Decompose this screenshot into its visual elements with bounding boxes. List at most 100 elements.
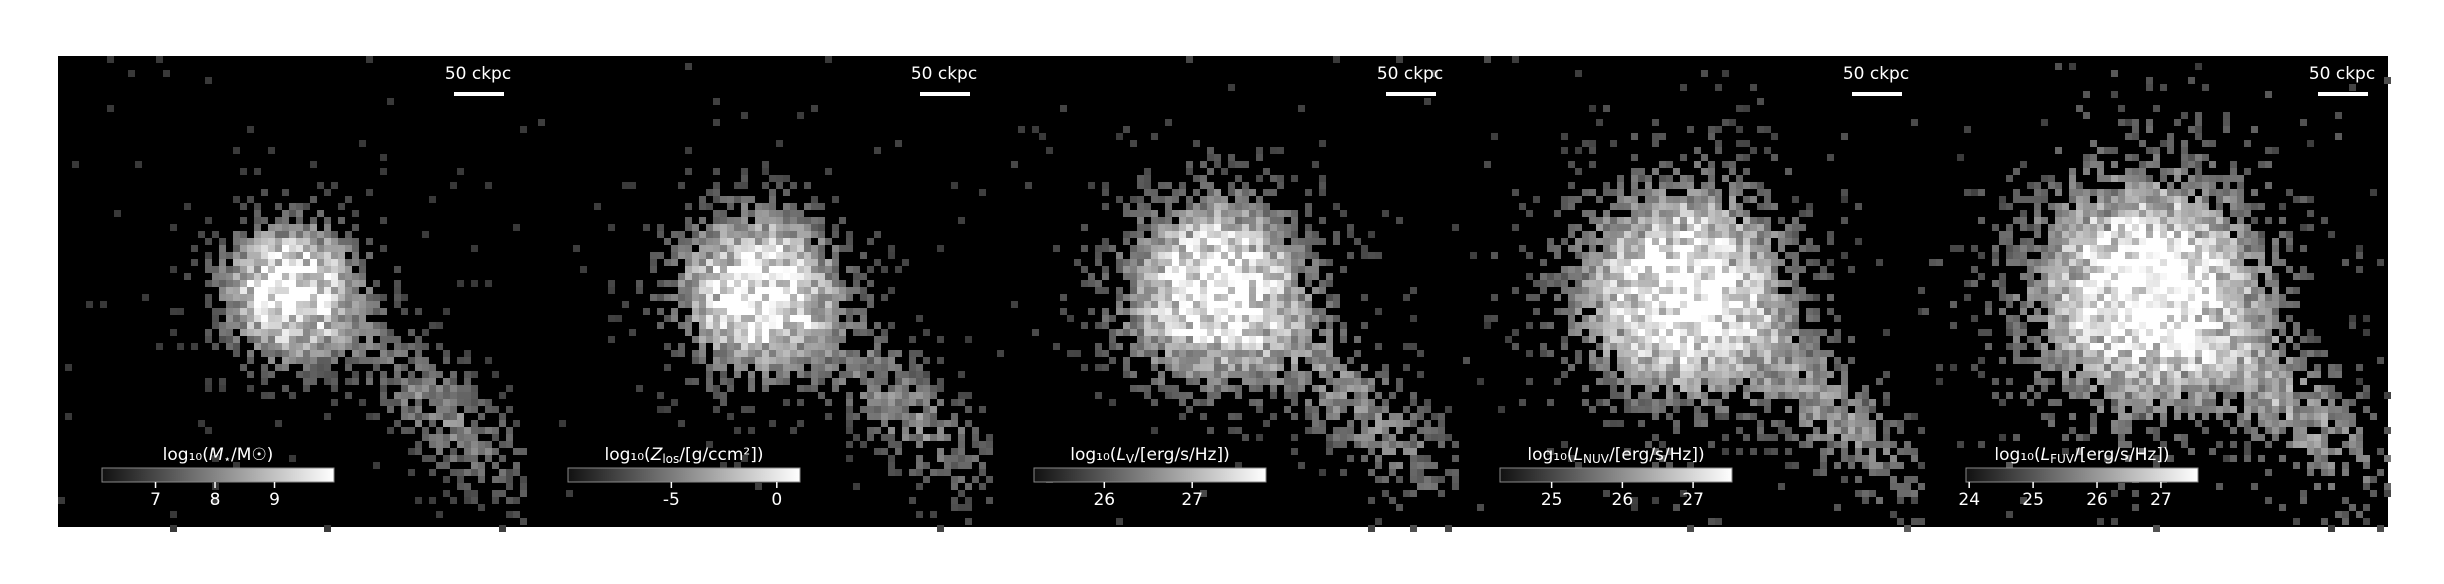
image-pixel [2097,329,2104,336]
image-pixel [1193,280,1200,287]
image-pixel [1750,273,1757,280]
label-part: log₁₀( [1527,445,1573,465]
image-pixel [1813,294,1820,301]
image-pixel [289,245,296,252]
image-pixel [1179,350,1186,357]
image-pixel [1575,280,1582,287]
image-pixel [513,469,520,476]
image-pixel [345,266,352,273]
image-pixel [1666,217,1673,224]
image-pixel [797,252,804,259]
image-pixel [1228,343,1235,350]
image-pixel [1659,266,1666,273]
image-pixel [762,322,769,329]
image-pixel [317,294,324,301]
image-pixel [317,210,324,217]
image-pixel [797,329,804,336]
image-pixel [1971,280,1978,287]
image-pixel [1081,245,1088,252]
image-pixel [1242,189,1249,196]
image-pixel [1869,469,1876,476]
image-pixel [2020,301,2027,308]
image-pixel [247,287,254,294]
image-pixel [1123,259,1130,266]
image-pixel [1144,336,1151,343]
image-pixel [2048,364,2055,371]
image-pixel [727,273,734,280]
image-pixel [1470,252,1477,259]
image-pixel [1645,378,1652,385]
image-pixel [2069,350,2076,357]
image-pixel [1722,287,1729,294]
image-pixel [1116,259,1123,266]
image-pixel [422,357,429,364]
image-pixel [720,378,727,385]
image-pixel [2111,196,2118,203]
image-pixel [853,322,860,329]
image-pixel [2132,259,2139,266]
image-pixel [650,266,657,273]
image-pixel [2006,252,2013,259]
image-pixel [1694,210,1701,217]
image-pixel [1673,287,1680,294]
image-pixel [1158,259,1165,266]
image-pixel [429,469,436,476]
image-pixel [1568,203,1575,210]
image-pixel [1708,266,1715,273]
image-pixel [867,385,874,392]
image-pixel [699,238,706,245]
image-pixel [2090,231,2097,238]
image-pixel [776,259,783,266]
image-pixel [275,273,282,280]
image-pixel [1771,301,1778,308]
image-pixel [1841,217,1848,224]
image-pixel [1207,385,1214,392]
image-pixel [671,350,678,357]
image-pixel [1999,399,2006,406]
image-pixel [1144,294,1151,301]
image-pixel [1680,252,1687,259]
image-pixel [1848,357,1855,364]
image-pixel [1158,385,1165,392]
image-pixel [2153,329,2160,336]
image-pixel [338,280,345,287]
image-pixel [1561,147,1568,154]
image-pixel [1624,294,1631,301]
image-pixel [811,259,818,266]
image-pixel [678,322,685,329]
image-pixel [720,280,727,287]
image-pixel [1221,329,1228,336]
image-pixel [839,336,846,343]
image-pixel [874,350,881,357]
image-pixel [1701,259,1708,266]
image-pixel [359,322,366,329]
image-pixel [699,336,706,343]
image-pixel [1792,392,1799,399]
image-pixel [2160,140,2167,147]
image-pixel [1785,231,1792,238]
image-pixel [2153,210,2160,217]
image-pixel [1610,245,1617,252]
image-pixel [797,217,804,224]
image-pixel [1284,343,1291,350]
image-pixel [2027,182,2034,189]
image-pixel [1715,231,1722,238]
image-pixel [1610,203,1617,210]
image-pixel [1950,322,1957,329]
image-pixel [937,399,944,406]
image-pixel [1389,469,1396,476]
image-pixel [2125,441,2132,448]
image-pixel [2062,448,2069,455]
image-pixel [394,420,401,427]
image-pixel [275,350,282,357]
image-pixel [1512,343,1519,350]
image-pixel [1186,294,1193,301]
image-pixel [65,364,72,371]
image-pixel [1792,364,1799,371]
image-pixel [1631,378,1638,385]
image-pixel [2083,210,2090,217]
image-pixel [338,273,345,280]
image-pixel [1743,434,1750,441]
image-pixel [1778,245,1785,252]
image-pixel [2041,245,2048,252]
